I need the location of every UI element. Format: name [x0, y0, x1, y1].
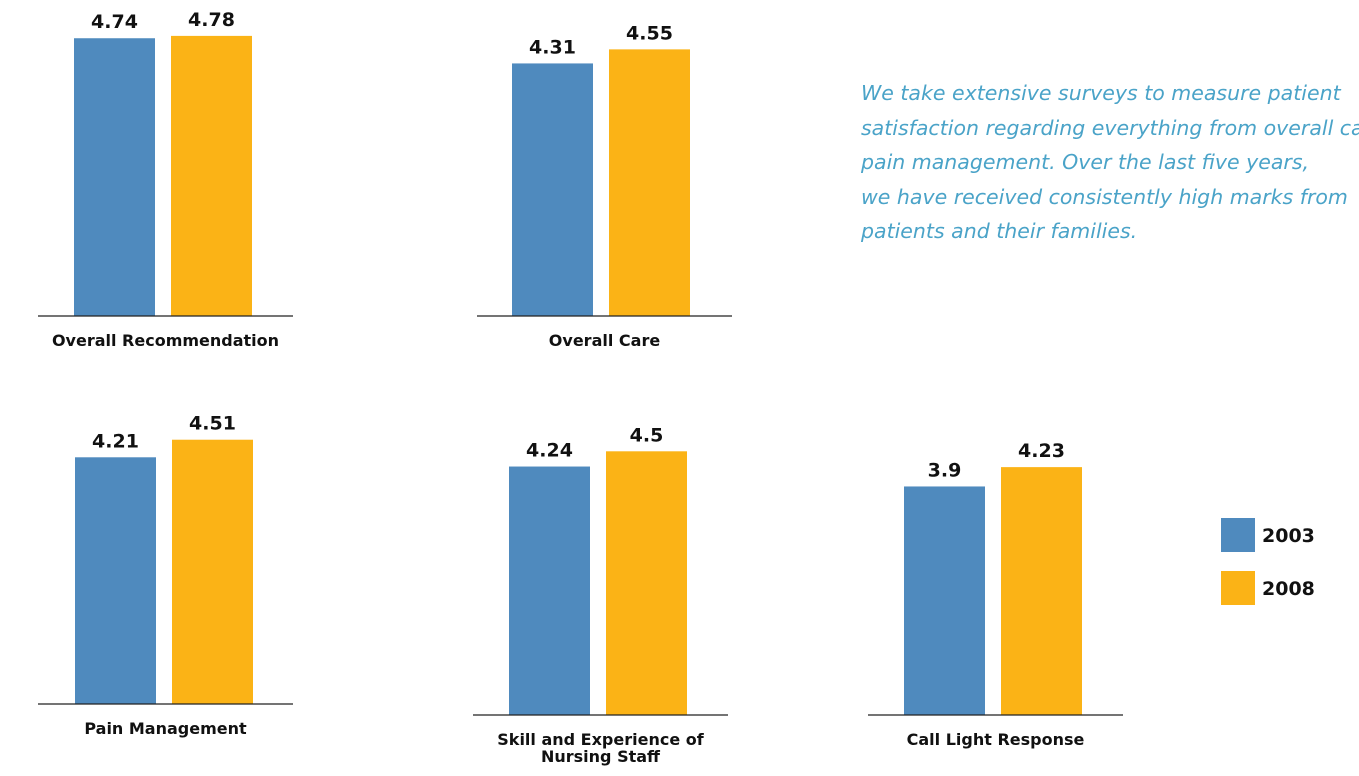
category-label: Nursing Staff — [541, 747, 661, 766]
bar-2003 — [512, 63, 593, 317]
category-label: Pain Management — [84, 719, 247, 738]
legend-swatch — [1221, 518, 1255, 552]
data-label: 4.74 — [91, 11, 138, 33]
data-label: 4.31 — [529, 36, 576, 58]
legend-swatch — [1221, 571, 1255, 605]
bar-2003 — [75, 457, 156, 704]
category-label: Skill and Experience of — [497, 730, 704, 749]
bar-2008 — [172, 439, 253, 704]
category-label: Overall Recommendation — [52, 331, 279, 350]
legend-label: 2008 — [1262, 578, 1315, 600]
description-line: satisfaction regarding everything from o… — [861, 115, 1359, 140]
legend: 2003 2008 — [1221, 518, 1315, 605]
bar-2003 — [509, 466, 590, 715]
description-line: We take extensive surveys to measure pat… — [861, 81, 1341, 105]
data-label: 4.5 — [630, 424, 664, 446]
chart-panel: 4.74 4.78 Overall Recommendation — [38, 9, 293, 350]
bar-2008 — [606, 451, 687, 715]
description-line: patients and their families. — [861, 219, 1138, 243]
data-label: 4.78 — [188, 9, 235, 31]
bar-2003 — [904, 486, 985, 715]
bar-2003 — [74, 38, 155, 317]
bar-2008 — [1001, 467, 1082, 715]
bar-2008 — [171, 35, 252, 316]
data-label: 4.51 — [189, 413, 236, 435]
category-label: Call Light Response — [907, 730, 1085, 749]
chart-panel: 4.31 4.55 Overall Care — [477, 22, 732, 350]
description-line: we have received consistently high marks… — [861, 184, 1348, 209]
chart-panel: 4.21 4.51 Pain Management — [38, 413, 293, 738]
bar-2008 — [609, 49, 690, 317]
category-label: Overall Care — [549, 331, 661, 350]
description-text: We take extensive surveys to measure pat… — [861, 76, 1359, 249]
legend-label: 2003 — [1262, 525, 1315, 547]
data-label: 4.21 — [92, 430, 139, 452]
chart-panel: 3.9 4.23 Call Light Response — [868, 440, 1123, 749]
data-label: 4.23 — [1018, 440, 1065, 462]
data-label: 3.9 — [928, 459, 962, 481]
description-line: pain management. Over the last five year… — [861, 150, 1310, 174]
data-label: 4.55 — [626, 22, 673, 44]
data-label: 4.24 — [526, 440, 573, 462]
